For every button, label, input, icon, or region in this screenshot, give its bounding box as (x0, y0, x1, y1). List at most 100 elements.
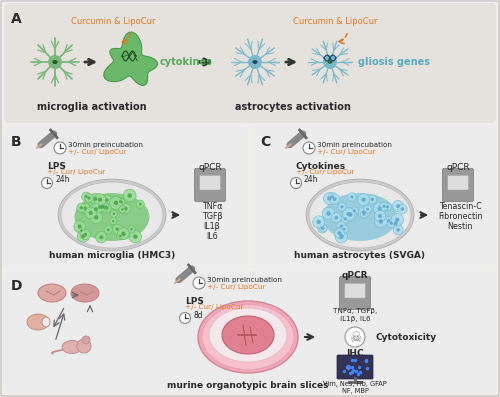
Circle shape (133, 235, 138, 239)
FancyBboxPatch shape (194, 168, 226, 202)
Circle shape (96, 201, 108, 213)
Circle shape (320, 225, 327, 232)
Circle shape (348, 212, 352, 217)
Circle shape (118, 228, 130, 239)
Circle shape (374, 215, 387, 228)
Circle shape (290, 177, 302, 189)
Polygon shape (104, 32, 158, 86)
Circle shape (390, 218, 402, 229)
Circle shape (341, 215, 349, 223)
Circle shape (129, 231, 141, 243)
Text: LPS: LPS (47, 162, 66, 171)
FancyBboxPatch shape (337, 355, 373, 379)
Ellipse shape (306, 179, 414, 251)
Ellipse shape (52, 60, 58, 64)
Text: human microglia (HMC3): human microglia (HMC3) (49, 252, 175, 260)
Circle shape (80, 206, 83, 209)
Circle shape (110, 210, 117, 217)
Ellipse shape (252, 60, 258, 64)
Text: B: B (11, 135, 22, 149)
Circle shape (368, 195, 377, 204)
Circle shape (380, 202, 388, 211)
Ellipse shape (61, 182, 163, 248)
FancyBboxPatch shape (340, 276, 370, 310)
FancyBboxPatch shape (4, 3, 496, 123)
Circle shape (331, 212, 342, 223)
Text: D: D (11, 279, 22, 293)
Text: qPCR: qPCR (446, 164, 470, 173)
Ellipse shape (27, 314, 49, 330)
Circle shape (100, 235, 103, 239)
Circle shape (312, 216, 325, 228)
Circle shape (118, 198, 125, 206)
Text: qPCR: qPCR (198, 164, 222, 173)
Text: TNFα: TNFα (202, 202, 222, 211)
Circle shape (391, 214, 404, 226)
Circle shape (119, 235, 122, 237)
Circle shape (362, 213, 365, 216)
Circle shape (84, 195, 87, 198)
Circle shape (104, 206, 108, 210)
Circle shape (78, 230, 89, 242)
Circle shape (378, 214, 382, 218)
Circle shape (366, 208, 369, 211)
Ellipse shape (74, 193, 150, 241)
Circle shape (193, 277, 205, 289)
Circle shape (100, 205, 104, 209)
Circle shape (82, 336, 90, 344)
Circle shape (90, 193, 101, 204)
Circle shape (393, 225, 403, 235)
Circle shape (342, 208, 355, 220)
Circle shape (340, 225, 348, 233)
Text: Vim, Nes, Fib, GFAP
NF, MBP: Vim, Nes, Fib, GFAP NF, MBP (323, 381, 387, 395)
Circle shape (101, 202, 112, 213)
Circle shape (128, 225, 135, 233)
Circle shape (346, 212, 351, 216)
Circle shape (136, 200, 144, 208)
Text: A: A (11, 12, 22, 26)
Circle shape (374, 202, 386, 215)
Circle shape (392, 200, 404, 212)
Text: +/- Cur/ LipoCur: +/- Cur/ LipoCur (68, 149, 126, 155)
Circle shape (77, 339, 91, 353)
Circle shape (353, 210, 356, 212)
Circle shape (48, 55, 62, 69)
Circle shape (336, 230, 346, 240)
Circle shape (116, 198, 124, 206)
Circle shape (378, 206, 382, 211)
Circle shape (358, 194, 370, 206)
Circle shape (334, 227, 345, 239)
Circle shape (322, 227, 324, 229)
FancyBboxPatch shape (4, 271, 496, 393)
Circle shape (386, 205, 389, 208)
Circle shape (98, 198, 102, 202)
Circle shape (88, 197, 90, 200)
Text: 8d: 8d (193, 310, 202, 320)
Text: 24h: 24h (55, 175, 70, 185)
Ellipse shape (328, 60, 332, 64)
Text: 30min preincubation: 30min preincubation (207, 277, 282, 283)
Circle shape (112, 212, 115, 215)
Circle shape (116, 232, 124, 240)
Circle shape (80, 229, 90, 240)
Circle shape (344, 208, 356, 221)
Text: Tenascin-C: Tenascin-C (438, 202, 482, 211)
Circle shape (94, 207, 98, 211)
Circle shape (112, 224, 122, 234)
Circle shape (96, 231, 107, 243)
Circle shape (303, 142, 315, 154)
Text: +/- Cur/ LipoCur: +/- Cur/ LipoCur (207, 284, 266, 290)
Circle shape (84, 206, 87, 210)
Circle shape (320, 226, 324, 230)
Circle shape (128, 193, 132, 198)
Text: Cytotoxicity: Cytotoxicity (375, 333, 436, 341)
Circle shape (110, 197, 122, 209)
Circle shape (318, 223, 327, 233)
Circle shape (116, 227, 119, 231)
Circle shape (345, 327, 365, 347)
Circle shape (331, 195, 334, 198)
FancyBboxPatch shape (448, 175, 468, 190)
Circle shape (80, 229, 83, 232)
Circle shape (105, 198, 108, 202)
Circle shape (338, 202, 346, 211)
